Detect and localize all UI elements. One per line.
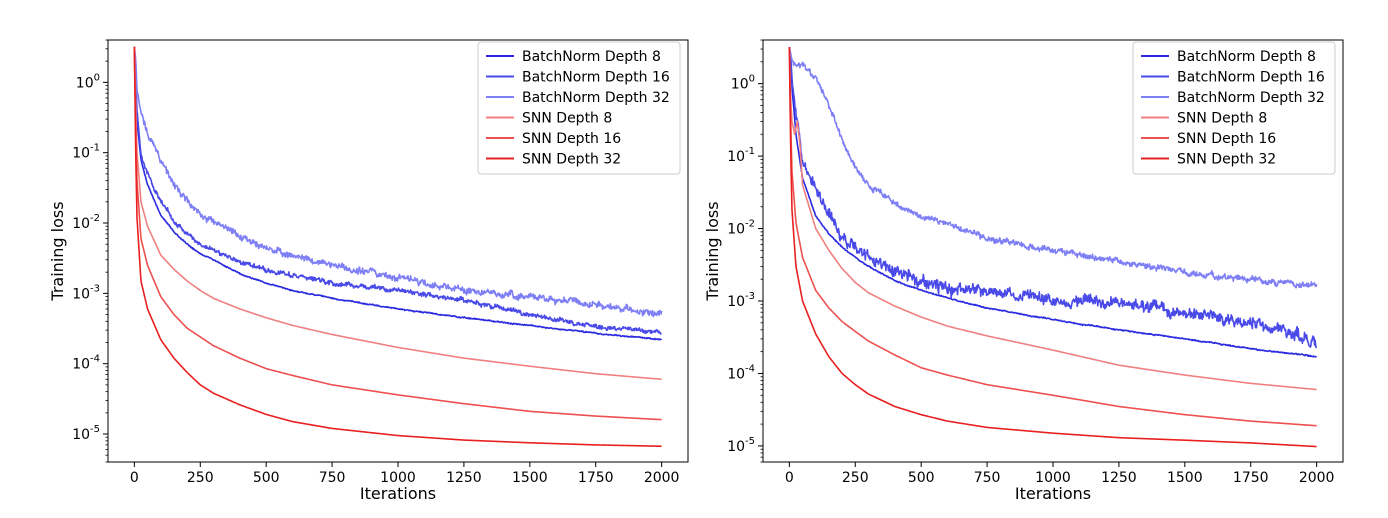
x-axis-title: Iterations	[1015, 484, 1091, 503]
series-line-6	[133, 46, 662, 448]
x-tick-label: 250	[187, 470, 214, 486]
legend-label: SNN Depth 8	[522, 111, 612, 127]
legend-label: BatchNorm Depth 32	[522, 90, 670, 106]
x-tick-label: 1500	[1167, 470, 1203, 486]
legend: BatchNorm Depth 8 BatchNorm Depth 16 Batch…	[477, 41, 681, 175]
y-tick-label: 100	[76, 72, 100, 91]
x-tick-label: 1250	[446, 470, 482, 486]
x-tick-label: 1750	[578, 470, 614, 486]
legend-box	[1132, 41, 1336, 175]
legend-label: BatchNorm Depth 8	[1177, 49, 1316, 65]
x-tick-label: 750	[974, 470, 1001, 486]
x-tick-label: 750	[319, 470, 346, 486]
series-line-3	[788, 46, 1318, 289]
x-tick-label: 0	[130, 470, 139, 486]
y-axis-title: Training loss	[48, 201, 67, 301]
y-tick-label: 10-2	[72, 213, 100, 232]
x-tick-label: 500	[253, 470, 280, 486]
legend-label: BatchNorm Depth 8	[522, 49, 661, 65]
legend-label: SNN Depth 32	[1177, 152, 1276, 168]
x-tick-label: 2000	[644, 470, 680, 486]
legend-label: BatchNorm Depth 16	[522, 70, 670, 86]
series-line-5	[788, 47, 1317, 427]
y-tick-label: 10-1	[727, 146, 755, 165]
legend-label: BatchNorm Depth 16	[1177, 70, 1325, 86]
x-axis-title: Iterations	[360, 484, 436, 503]
y-tick-label: 10-5	[727, 436, 755, 455]
y-tick-label: 10-3	[72, 283, 100, 302]
legend-label: BatchNorm Depth 32	[1177, 90, 1325, 106]
x-tick-label: 1000	[1035, 470, 1071, 486]
series-line-1	[788, 46, 1317, 358]
x-tick-label: 250	[842, 470, 869, 486]
series-line-4	[133, 46, 662, 381]
series-line-2	[788, 46, 1318, 349]
y-tick-label: 10-2	[727, 219, 755, 238]
x-tick-label: 1250	[1101, 470, 1137, 486]
legend-label: SNN Depth 8	[1177, 111, 1267, 127]
series-line-2	[133, 46, 662, 335]
legend-label: SNN Depth 16	[1177, 131, 1276, 147]
series-line-1	[133, 46, 662, 341]
chart-panel-1: 0 250 500 750 1000 1250 1500 1750 2000 10-5 10-4 10…	[48, 39, 689, 503]
series-line-5	[133, 46, 662, 421]
y-axis-title: Training loss	[703, 201, 722, 301]
legend-label: SNN Depth 32	[522, 152, 621, 168]
y-tick-label: 100	[731, 74, 755, 93]
y-tick-label: 10-4	[727, 363, 755, 382]
y-tick-label: 10-4	[72, 354, 100, 373]
y-tick-label: 10-3	[727, 291, 755, 310]
legend-label: SNN Depth 16	[522, 131, 621, 147]
x-tick-label: 1750	[1233, 470, 1269, 486]
x-tick-label: 500	[908, 470, 935, 486]
y-tick-label: 10-1	[72, 143, 100, 162]
series-line-6	[788, 47, 1317, 448]
series-line-3	[133, 46, 663, 318]
x-tick-label: 1000	[380, 470, 416, 486]
x-tick-label: 1500	[512, 470, 548, 486]
series-line-4	[788, 46, 1317, 391]
x-tick-label: 0	[785, 470, 794, 486]
chart-panel-2: 0 250 500 750 1000 1250 1500 1750 2000 10-5 10-4 10…	[703, 39, 1344, 503]
y-tick-label: 10-5	[72, 424, 100, 443]
x-tick-label: 2000	[1299, 470, 1335, 486]
legend-box	[477, 41, 681, 175]
legend: BatchNorm Depth 8 BatchNorm Depth 16 Batch…	[1132, 41, 1336, 175]
